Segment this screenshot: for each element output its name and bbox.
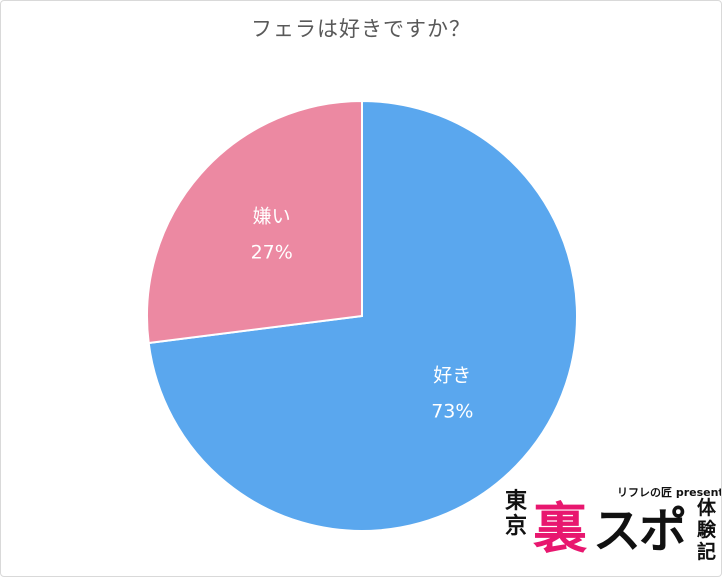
logo-subtitle: リフレの匠 presents: [617, 486, 722, 499]
pie-slice-1: [146, 99, 363, 345]
slice-value-0: 73%: [431, 401, 473, 423]
brand-logo: リフレの匠 presents 東京 裏 スポ 体験記: [501, 479, 721, 576]
logo-ura: 裏: [533, 497, 587, 560]
chart-title: フェラは好きですか？: [251, 17, 471, 41]
slice-value-1: 27%: [251, 241, 293, 263]
logo-tokyo: 東京: [505, 489, 528, 539]
logo-supo: スポ: [593, 503, 687, 559]
logo-taiken: 体験記: [697, 497, 717, 563]
slice-label-0: 好き: [433, 365, 471, 387]
slice-label-1: 嫌い: [253, 205, 291, 227]
